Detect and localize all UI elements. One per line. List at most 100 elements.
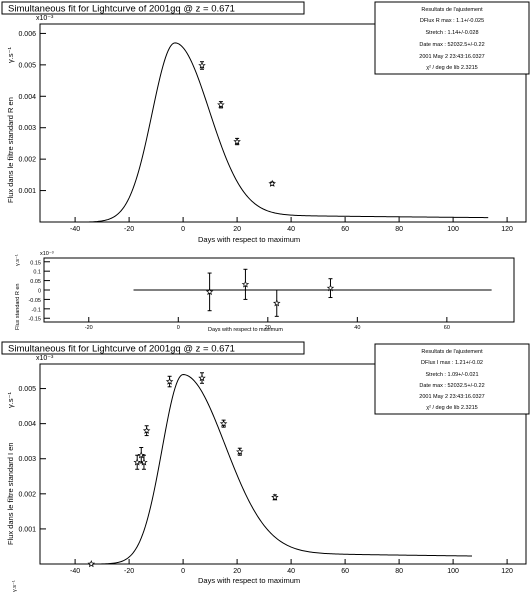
panel-3-star-marker	[236, 447, 244, 455]
panel-1-axes: -40 -20 0 20 40 60 80 100 120 0.001 0.002 0.003 0.00…	[18, 31, 513, 233]
panel-1-star-marker	[217, 100, 225, 108]
panel-3-stats-line-3: Date max : 52032.5+/-0.22	[419, 383, 484, 389]
panel-1-data-points	[198, 61, 276, 187]
panel-3-x-tick-label: 60	[341, 568, 349, 575]
panel-3-data-point	[165, 375, 174, 388]
panel-1-x-tick-label: 0	[181, 226, 185, 233]
panel-3-x-tick-label: 120	[501, 568, 513, 575]
panel-3-y-tick-label: 0.003	[18, 456, 36, 463]
panel-1-x-tick-label: 40	[287, 226, 295, 233]
panel-3-y-tick-label: 0.004	[18, 421, 36, 428]
panel-1-stats-box: Resultats de l'ajustement DFlux R max : …	[374, 1, 530, 75]
panel-2-x-tick-label: 60	[444, 325, 450, 331]
panel-2-star-marker	[326, 284, 335, 292]
panel-1-y-tick-label: 0.004	[18, 94, 36, 101]
panel-1-stats-line-2: Stretch : 1.14+/-0.028	[425, 30, 478, 36]
panel-3-x-tick-label: -20	[124, 568, 134, 575]
panel-1-stats-line-4: 2001 May 2 23:43:16.0327	[419, 54, 484, 60]
panel-2-star-marker	[273, 299, 281, 307]
panel-1-x-axis-label: Days with respect to maximum	[198, 235, 300, 244]
panel-2-star-marker	[241, 280, 250, 288]
panel-3-stats-line-5: χ² / deg de lib 2.3215	[426, 405, 478, 411]
panel-1-stats-line-5: χ² / deg de lib 2.3215	[426, 65, 478, 71]
panel-3-y-tick-label: 0.001	[18, 526, 36, 533]
panel-2-data-point	[273, 289, 281, 317]
panel-1-stats-line-3: Date max : 52032.5+/-0.22	[419, 42, 484, 48]
panel-1-y-tick-label: 0.001	[18, 188, 36, 195]
panel-3-star-marker	[271, 493, 279, 501]
panel-3-title: Simultaneous fit for Lightcurve of 2001g…	[8, 344, 235, 355]
panel-1-star-marker	[233, 137, 241, 145]
panel-1-x-tick-label: 80	[395, 226, 403, 233]
panel-2-x-tick-label: 20	[265, 325, 271, 331]
panel-1-y-tick-label: 0.006	[18, 31, 36, 38]
panel-3-x-axis-label: Days with respect to maximum	[198, 576, 300, 585]
panel-3-stats-box: Resultats de l'ajustement DFlux I max : …	[374, 343, 530, 415]
panel-3-star-marker	[140, 458, 148, 466]
panel-3-star-marker	[165, 377, 174, 385]
panel-3-stats-line-4: 2001 May 2 23:43:16.0327	[419, 394, 484, 400]
panel-1-title: Simultaneous fit for Lightcurve of 2001g…	[8, 4, 235, 15]
panel-3-y-axis-label: Flux dans le filtre standard I en	[6, 442, 15, 545]
panel-1-x-tick-label: -20	[124, 226, 134, 233]
panel-3-star-marker	[137, 451, 146, 459]
panel-2-data-point	[205, 272, 214, 312]
panel-1-data-point	[198, 61, 206, 70]
panel-3-star-marker	[219, 419, 228, 427]
panel-2-y-axis-unit: γ.s⁻¹	[15, 254, 21, 266]
panel-2-y-exponent: x10⁻³	[40, 251, 54, 257]
panel-3-data-point	[198, 372, 206, 384]
panel-3-y-tick-label: 0.002	[18, 491, 36, 498]
panel-3-data-point	[87, 560, 96, 568]
panel-3-stats-heading: Resultats de l'ajustement	[421, 349, 483, 355]
panel-3-stats-line-1: DFlux I max : 1.21+/-0.02	[421, 360, 483, 366]
panel-1-data-point	[268, 179, 276, 187]
panel-3-data-point	[137, 447, 146, 464]
panel-2-y-tick-label: 0.15	[30, 260, 41, 266]
panel-3-data-point	[142, 425, 151, 437]
panel-1-fit-path	[83, 42, 489, 223]
panel-1-x-tick-label: -40	[70, 226, 80, 233]
panel-2: -20 0 20 40 60 -0.15 -0.1 -0.05 0 0.05 0.1 0.15 x10…	[15, 251, 515, 333]
panel-1-y-tick-label: 0.005	[18, 62, 36, 69]
panel-3-star-marker	[198, 374, 206, 382]
panel-2-data-point	[241, 268, 250, 300]
panel-3-title-box	[1, 341, 305, 355]
panel-2-data-point	[326, 278, 335, 299]
panel-3-data-point	[133, 454, 141, 470]
panel-2-y-axis-label: Flux standard R en	[15, 284, 21, 330]
panel-3-fit-path	[91, 374, 473, 565]
panel-3-star-marker	[87, 560, 96, 568]
panel-2-axes: -20 0 20 40 60 -0.15 -0.1 -0.05 0 0.05 0.1 0.15	[28, 260, 492, 331]
panel-2-y-tick-label: -0.1	[32, 307, 41, 313]
panel-3-x-tick-label: 20	[233, 568, 241, 575]
panel-3-x-tick-label: 100	[447, 568, 459, 575]
panel-1-title-box	[1, 1, 305, 15]
panel-1-x-tick-label: 60	[341, 226, 349, 233]
panel-3-data-points	[87, 372, 279, 568]
panel-1-x-tick-label: 20	[233, 226, 241, 233]
panel-3-x-tick-label: -40	[70, 568, 80, 575]
panel-1-y-exponent: x10⁻³	[36, 15, 54, 22]
panel-1-stats-heading: Resultats de l'ajustement	[421, 7, 483, 13]
panel-3-data-point	[271, 493, 279, 501]
panel-2-x-axis-label: Days with respect to maximum	[208, 327, 283, 333]
panel-1-fit-curve	[83, 42, 489, 223]
panel-2-x-tick-label: 40	[354, 325, 360, 331]
panel-3-y-axis-unit: γ.s⁻¹	[6, 391, 15, 408]
panel-1-stats-line-1: DFlux R max : 1.1+/-0.025	[420, 18, 484, 24]
panel-3-star-marker	[142, 426, 151, 434]
panel-3-x-tick-label: 80	[395, 568, 403, 575]
panel-2-y-tick-label: -0.15	[28, 317, 41, 323]
panel-3-x-tick-label: 40	[287, 568, 295, 575]
panel-1: Simultaneous fit for Lightcurve of 2001g…	[1, 1, 530, 244]
panel-2-y-tick-label: 0.05	[30, 279, 41, 285]
panel-2-data-points	[205, 268, 335, 317]
panel-3-plot-frame	[39, 363, 527, 565]
panel-3: Simultaneous fit for Lightcurve of 2001g…	[1, 341, 530, 585]
panel-2-x-tick-label: -20	[85, 325, 93, 331]
panel-1-y-axis-unit: γ.s⁻¹	[6, 46, 15, 63]
panel-3-data-point	[236, 447, 244, 456]
panel-1-star-marker	[268, 179, 276, 187]
